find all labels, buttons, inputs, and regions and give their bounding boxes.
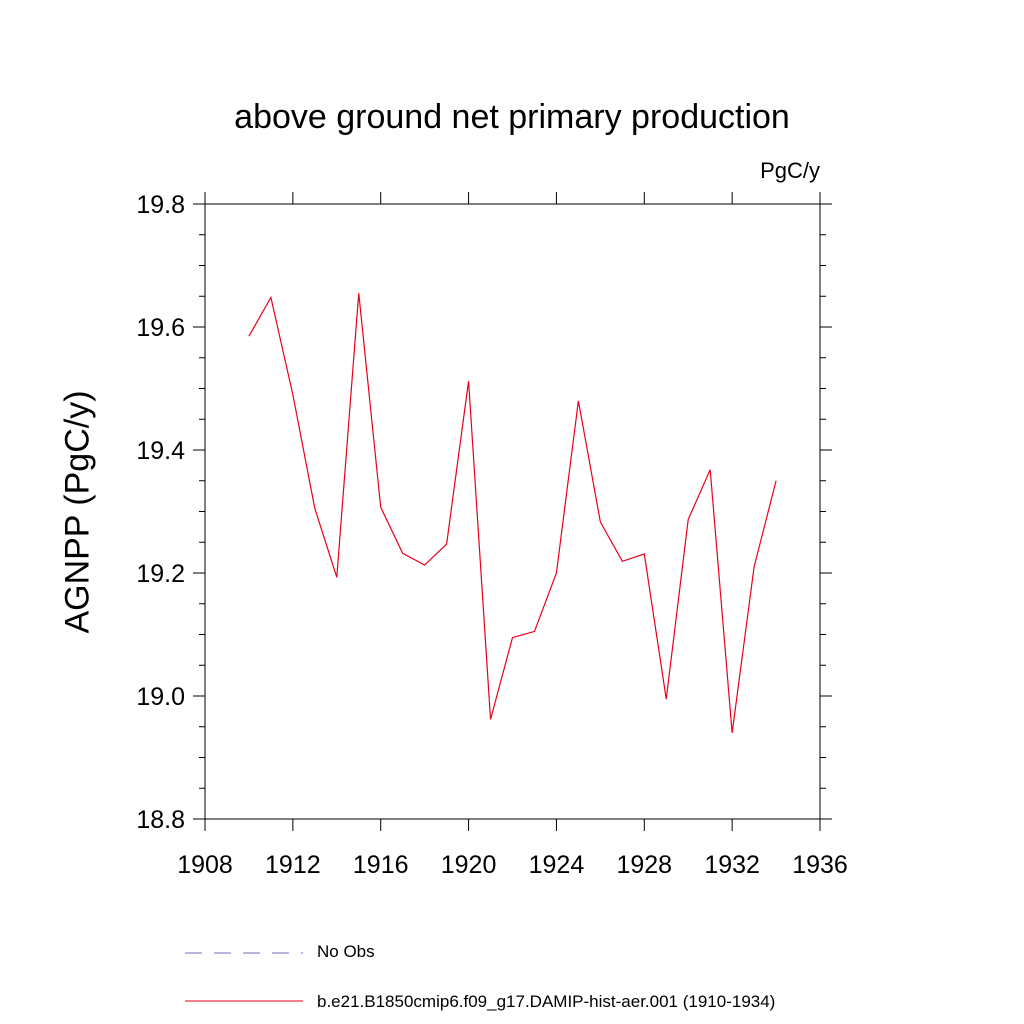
y-tick-label: 19.0: [136, 683, 185, 711]
series-layer: [248, 293, 777, 733]
x-tick-label: 1916: [353, 851, 409, 879]
tick-labels: 1908 1912 1916 1920 1924 1928 1932 1936 18.8 19.0…: [136, 191, 847, 879]
chart-title: above ground net primary production: [234, 98, 790, 136]
y-tick-label: 19.8: [136, 191, 185, 219]
y-tick-label: 19.2: [136, 560, 185, 588]
x-tick-label: 1932: [704, 851, 760, 879]
legend-lines: [185, 952, 303, 1002]
x-tick-label: 1920: [441, 851, 497, 879]
y-tick-label: 19.6: [136, 314, 185, 342]
y-tick-label: 18.8: [136, 806, 185, 834]
x-tick-label: 1928: [616, 851, 672, 879]
x-tick-label: 1908: [177, 851, 233, 879]
x-tick-label: 1912: [265, 851, 321, 879]
units-label: PgC/y: [760, 158, 820, 183]
series-line: [248, 293, 777, 733]
axis-ticks: [193, 192, 832, 831]
x-tick-label: 1936: [792, 851, 848, 879]
plot-frame: [204, 203, 821, 820]
y-axis-label: AGNPP (PgC/y): [58, 390, 97, 634]
x-tick-label: 1924: [529, 851, 585, 879]
y-tick-label: 19.4: [136, 437, 185, 465]
